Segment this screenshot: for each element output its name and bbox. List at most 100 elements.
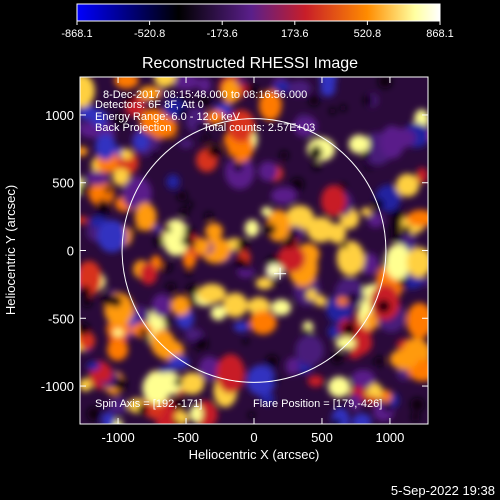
heatmap-blob [258, 161, 278, 182]
y-tick-label: 1000 [45, 108, 74, 123]
colorbar-ticks [76, 21, 441, 25]
colorbar [76, 3, 441, 22]
heatmap-blob [113, 328, 124, 337]
heatmap-blob [329, 107, 336, 115]
heatmap-blob [406, 302, 428, 339]
heatmap-blob [396, 365, 411, 381]
heatmap-blob [112, 419, 123, 424]
heatmap-blob [367, 212, 384, 228]
heatmap-blob [189, 404, 203, 423]
heatmap-blob [363, 95, 374, 106]
chart-title: Reconstructed RHESSI Image [142, 55, 358, 72]
heatmap-blob [142, 371, 171, 405]
heatmap-blob [139, 328, 148, 337]
heatmap-blob [149, 150, 158, 158]
heatmap-blob [360, 252, 379, 275]
heatmap-blob [312, 161, 321, 171]
heatmap-blob [416, 167, 428, 184]
annotation-line: Energy Range: 6.0 - 12.0 keV [95, 111, 241, 123]
heatmap-blob [179, 94, 189, 104]
heatmap-blob [320, 80, 336, 97]
heatmap-blob [288, 228, 299, 240]
heatmap-blob [290, 177, 304, 191]
heatmap-blob [297, 114, 309, 121]
heatmap-blob [102, 293, 115, 306]
heatmap-blob [283, 236, 296, 249]
heatmap-blob [104, 186, 112, 194]
colorbar-tick-label: 868.1 [426, 28, 454, 40]
heatmap-blob [173, 135, 180, 143]
heatmap-blob [132, 226, 140, 233]
heatmap-blob [80, 216, 88, 225]
heatmap-blob [221, 79, 240, 104]
heatmap-blob [242, 338, 249, 345]
heatmap-blob [151, 293, 172, 318]
heatmap-blob [390, 229, 403, 242]
heatmap-blob [248, 85, 259, 96]
heatmap-blob [186, 201, 193, 208]
heatmap-blob [178, 111, 186, 119]
heatmap-blob [134, 202, 157, 231]
heatmap-blob [112, 114, 126, 127]
x-tick-label: -1000 [101, 430, 134, 445]
heatmap-blob [390, 208, 405, 223]
spin-axis-label: Spin Axis = [192,-171] [95, 398, 202, 410]
heatmap-blob [114, 77, 139, 89]
heatmap-blob [201, 133, 210, 142]
heatmap-blob [186, 283, 199, 296]
colorbar-tick-label: 520.8 [354, 28, 382, 40]
annotation-block: 8-Dec-2017 08:15:48.000 to 08:16:56.000D… [95, 89, 315, 134]
heatmap-blob [233, 321, 250, 333]
heatmap-blob [390, 220, 402, 233]
heatmap-blob [287, 80, 312, 97]
heatmap-blob [246, 364, 276, 396]
heatmap-blob [244, 219, 260, 237]
heatmap-blob [150, 329, 175, 358]
heatmap-blob [80, 378, 93, 392]
heatmap-blob [205, 222, 223, 240]
flare-position-label: Flare Position = [179,-426] [253, 398, 382, 410]
heatmap-blob [90, 109, 108, 127]
heatmap-blob [399, 232, 417, 246]
heatmap-blob [216, 354, 245, 394]
heatmap-blob [376, 299, 391, 313]
heatmap-blob [179, 207, 189, 217]
heatmap-blob [321, 185, 346, 217]
colorbar-tick-labels: -868.1 -520.8 -173.6 173.6 520.8 868.1 [61, 28, 453, 40]
heatmap-blob [349, 393, 362, 411]
heatmap-blob [197, 283, 226, 304]
heatmap-blob [271, 299, 292, 316]
heatmap-blob [271, 376, 279, 384]
y-tick-label: -500 [48, 311, 74, 326]
heatmap-blob [198, 77, 212, 93]
heatmap-blob [285, 205, 314, 231]
heatmap-blob [285, 357, 300, 376]
heatmap-blob [101, 411, 115, 424]
heatmap-blob [185, 269, 192, 277]
heatmap-blob [222, 292, 248, 318]
heatmap-blob [109, 397, 128, 415]
heatmap-blob [365, 163, 372, 170]
heatmap-blob [384, 243, 411, 280]
heatmap-blob [182, 251, 196, 269]
heatmap-blob [124, 94, 134, 105]
heatmap-blob [193, 238, 210, 254]
heatmap-blob [174, 377, 183, 387]
heatmap-blob [180, 372, 205, 395]
colorbar-tick-label: 173.6 [281, 28, 309, 40]
heatmap-blob [80, 77, 95, 108]
heatmap-blob [415, 343, 428, 359]
heatmap-blob [307, 375, 324, 387]
heatmap-blob [177, 191, 188, 202]
heatmap-blob [80, 184, 88, 195]
heatmap-blob [97, 207, 108, 218]
heatmap-blob [365, 395, 379, 405]
heatmap-blob [188, 296, 197, 306]
heatmap-blob [410, 397, 425, 412]
spin-axis-cross-marker [274, 267, 287, 280]
heatmap-blob [224, 155, 255, 190]
heatmap-blob [277, 244, 306, 273]
annotation-line: Total counts: 2.57E+03 [203, 122, 315, 134]
heatmap-blob [328, 376, 351, 398]
heatmap-blob [80, 322, 90, 336]
